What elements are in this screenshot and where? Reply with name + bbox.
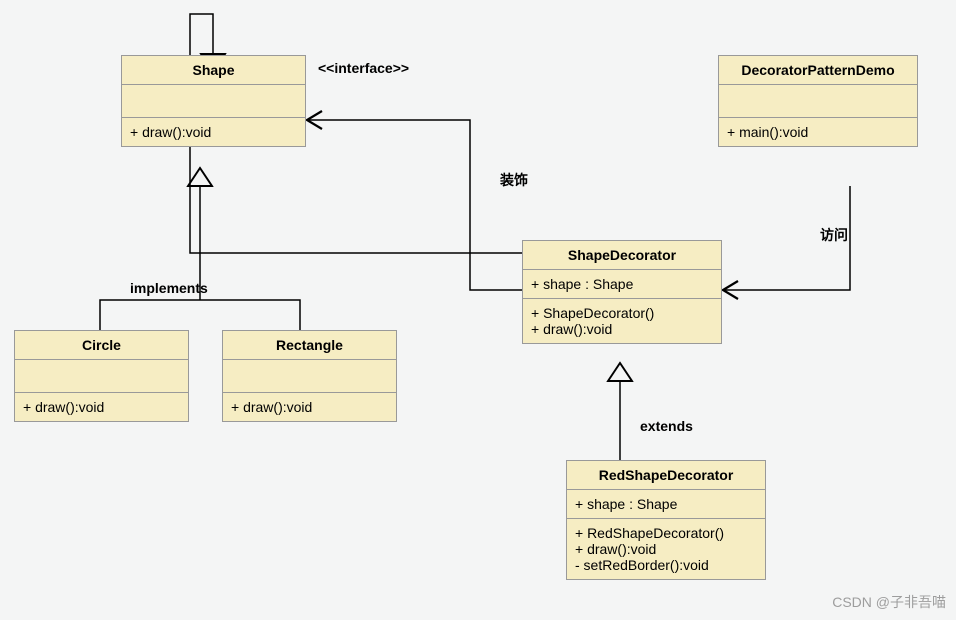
watermark: CSDN @子非吾喵 (832, 592, 946, 612)
class-shape-attrs (122, 85, 305, 118)
edge-impl-rectangle (200, 300, 300, 330)
class-rectangle-methods: + draw():void (223, 393, 396, 421)
label-interface: <<interface>> (318, 60, 409, 76)
label-extends: extends (640, 418, 693, 434)
class-circle-methods: + draw():void (15, 393, 188, 421)
class-demo-methods: + main():void (719, 118, 917, 146)
class-circle-title: Circle (15, 331, 188, 360)
label-decorate: 装饰 (500, 170, 528, 190)
class-demo: DecoratorPatternDemo + main():void (718, 55, 918, 147)
class-red-methods: + RedShapeDecorator() + draw():void - se… (567, 519, 765, 579)
class-circle-attrs (15, 360, 188, 393)
class-demo-attrs (719, 85, 917, 118)
edge-impl-circle (100, 300, 200, 330)
class-decorator-attrs: + shape : Shape (523, 270, 721, 299)
class-shape: Shape + draw():void (121, 55, 306, 147)
class-rectangle-title: Rectangle (223, 331, 396, 360)
class-decorator-methods: + ShapeDecorator() + draw():void (523, 299, 721, 343)
class-red: RedShapeDecorator + shape : Shape + RedS… (566, 460, 766, 580)
class-shape-methods: + draw():void (122, 118, 305, 146)
label-access: 访问 (820, 225, 848, 245)
class-rectangle: Rectangle + draw():void (222, 330, 397, 422)
class-shape-title: Shape (122, 56, 305, 85)
class-decorator-title: ShapeDecorator (523, 241, 721, 270)
class-red-title: RedShapeDecorator (567, 461, 765, 490)
edge-decorate (307, 120, 522, 290)
class-rectangle-attrs (223, 360, 396, 393)
class-decorator: ShapeDecorator + shape : Shape + ShapeDe… (522, 240, 722, 344)
class-red-attrs: + shape : Shape (567, 490, 765, 519)
label-implements: implements (130, 280, 208, 296)
class-demo-title: DecoratorPatternDemo (719, 56, 917, 85)
class-circle: Circle + draw():void (14, 330, 189, 422)
